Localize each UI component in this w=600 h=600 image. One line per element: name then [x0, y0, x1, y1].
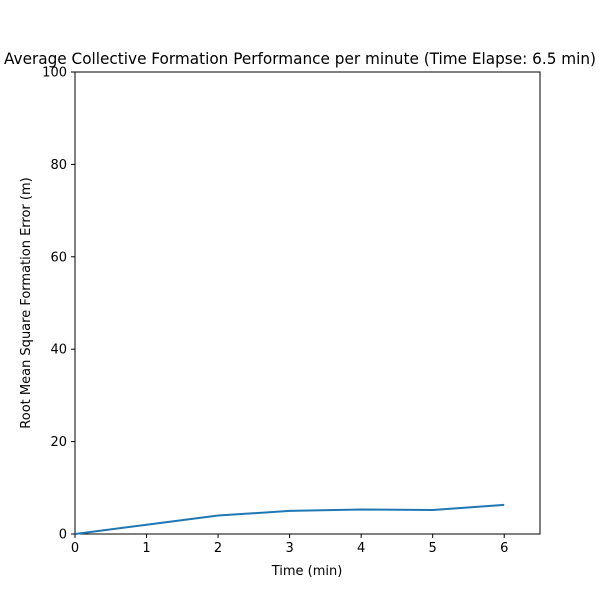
y-tick-label: 60: [50, 250, 67, 265]
plot-area: [74, 71, 541, 535]
x-tick-label: 5: [429, 541, 437, 556]
x-axis-ticks: 0 1 2 3 4 5 6: [71, 534, 508, 556]
x-tick-label: 4: [357, 541, 365, 556]
series-line-0: [74, 503, 505, 535]
chart-title: Average Collective Formation Performance…: [4, 49, 596, 68]
x-tick-label: 2: [214, 541, 222, 556]
y-tick-label: 40: [50, 343, 67, 358]
y-axis-label: Root Mean Square Formation Error (m): [19, 177, 34, 428]
x-tick-label: 1: [142, 541, 150, 556]
y-axis-ticks: 0 20 40 60 80 100: [42, 66, 75, 543]
y-tick-label: 80: [50, 158, 67, 173]
y-tick-label: 0: [59, 528, 67, 543]
y-tick-label: 100: [42, 66, 67, 81]
x-axis-label: Time (min): [271, 564, 343, 579]
plot-frame: [74, 71, 541, 535]
x-tick-label: 0: [71, 541, 79, 556]
x-tick-label: 6: [500, 541, 508, 556]
x-tick-label: 3: [285, 541, 293, 556]
y-tick-label: 20: [50, 435, 67, 450]
